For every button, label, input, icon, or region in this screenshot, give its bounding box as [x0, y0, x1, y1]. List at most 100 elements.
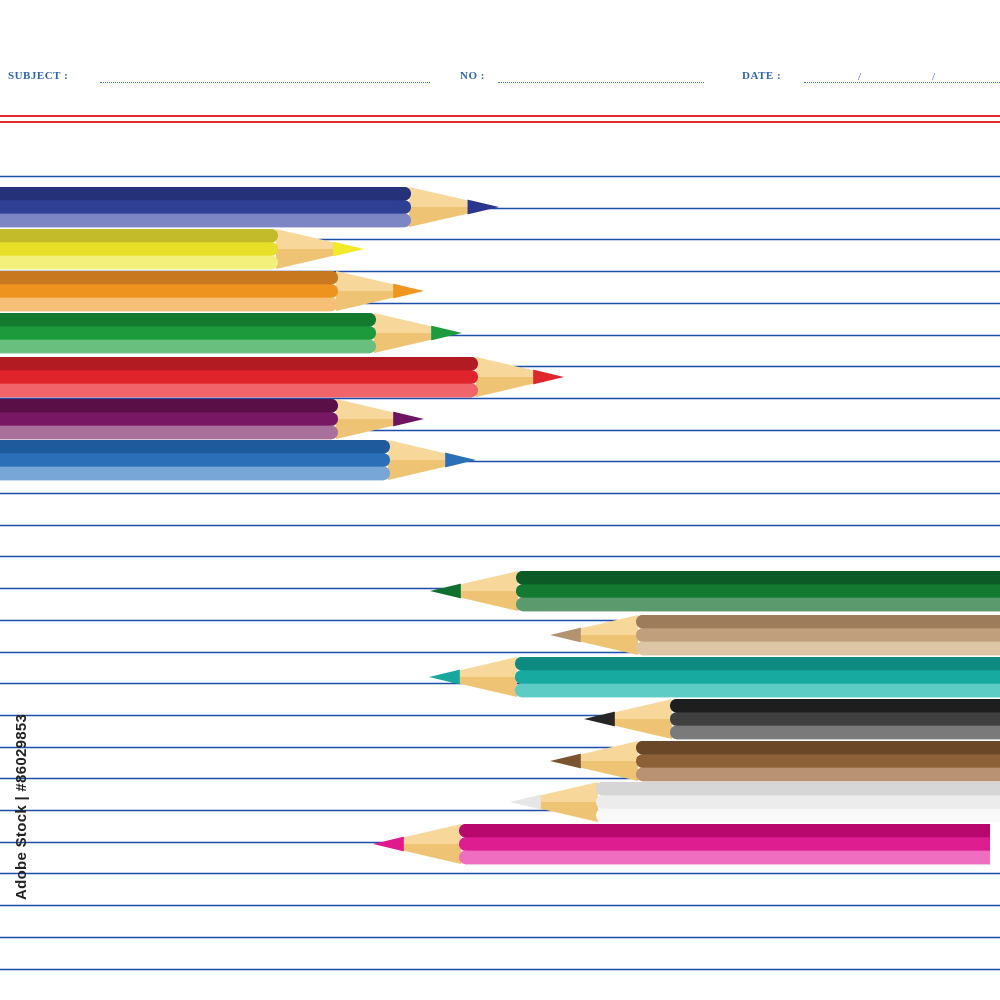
- pencil-stripe-end: [670, 712, 682, 726]
- right-pencil-pink: [373, 824, 1000, 865]
- date-separator-2: /: [932, 71, 936, 83]
- pencil-stripe-end: [596, 795, 608, 809]
- no-field[interactable]: [498, 82, 704, 83]
- pencil-body-stripe: [642, 641, 1000, 656]
- pencil-body-stripe: [642, 615, 1000, 629]
- header-margin-line-bottom: [0, 121, 1000, 123]
- pencil-stripe-end: [516, 597, 528, 611]
- pencil-body-stripe: [0, 370, 472, 385]
- pencil-stripe-end: [466, 370, 478, 384]
- pencil-body-stripe: [0, 383, 472, 398]
- subject-label: SUBJECT :: [8, 70, 69, 82]
- left-pencil-red: [0, 357, 564, 398]
- pink-pencil-end: [990, 824, 1000, 865]
- right-pencil-teal: [429, 657, 1000, 698]
- pencil-body-stripe: [0, 284, 332, 299]
- pencil-body-stripe: [676, 712, 1000, 727]
- pencil-stripe-end: [399, 213, 411, 227]
- pencil-stripe-end: [326, 399, 338, 413]
- pencil-stripe-end: [399, 187, 411, 201]
- pencil-body-stripe: [0, 453, 384, 468]
- pencil-body-stripe: [0, 200, 405, 215]
- subject-field[interactable]: [100, 82, 430, 83]
- pencil-body-stripe: [0, 466, 384, 481]
- pencil-body-stripe: [0, 271, 332, 285]
- pencil-body-stripe: [522, 571, 1000, 585]
- pencil-body-stripe: [521, 683, 1000, 698]
- pencil-stripe-end: [266, 255, 278, 269]
- pencil-lead-tip: [550, 627, 581, 643]
- pencil-body-stripe: [0, 440, 384, 454]
- pencil-stripe-end: [266, 229, 278, 243]
- pencil-body-stripe: [642, 767, 1000, 782]
- pencil-stripe-end: [378, 440, 390, 454]
- pencil-stripe-end: [466, 357, 478, 371]
- page-header: SUBJECT : NO : DATE : / /: [0, 70, 1000, 90]
- pencil-body-stripe: [642, 754, 1000, 769]
- pencil-end-gap: [990, 824, 1000, 865]
- pencil-stripe-end: [670, 725, 682, 739]
- pencil-stripe-end: [636, 754, 648, 768]
- pencil-body-stripe: [0, 313, 370, 327]
- pencil-lead-tip: [393, 283, 424, 299]
- pencil-stripe-end: [636, 767, 648, 781]
- pencil-body-stripe: [521, 657, 1000, 671]
- pencil-lead-tip: [333, 241, 364, 257]
- pencil-lead-tip: [533, 369, 564, 385]
- pencil-stripe-end: [636, 741, 648, 755]
- pencil-stripe-end: [326, 297, 338, 312]
- right-pencil-tan: [550, 615, 1000, 656]
- pencil-stripe-end: [459, 850, 471, 864]
- right-pencil-white: [510, 782, 1000, 823]
- pencil-body-stripe: [0, 187, 405, 201]
- pencil-lead-tip: [445, 452, 476, 468]
- pencil-body-stripe: [0, 255, 272, 270]
- date-field[interactable]: [804, 82, 1000, 83]
- pencil-body-stripe: [521, 670, 1000, 685]
- pencil-body-stripe: [0, 242, 272, 257]
- pencil-stripe-end: [515, 683, 527, 697]
- pencil-stripe-end: [596, 782, 608, 796]
- pencil-body-stripe: [522, 597, 1000, 612]
- stock-id-text: Adobe Stock | #86029853: [13, 713, 30, 900]
- pencil-body-stripe: [0, 297, 332, 312]
- pencil-stripe-end: [399, 200, 411, 214]
- pencil-lead-tip: [373, 836, 404, 852]
- pencil-body-stripe: [602, 808, 1000, 823]
- pencil-body-stripe: [465, 837, 1000, 852]
- pencil-stripe-end: [378, 453, 390, 467]
- pencil-lead-tip: [467, 199, 499, 215]
- pencil-stripe-end: [266, 242, 278, 256]
- date-label: DATE :: [742, 70, 782, 82]
- pencil-body-stripe: [0, 213, 405, 228]
- pencil-body-stripe: [0, 399, 332, 413]
- pencil-body-stripe: [465, 824, 1000, 838]
- left-pencil-green: [0, 313, 462, 354]
- pencil-body-stripe: [602, 795, 1000, 810]
- pencil-lead-tip: [584, 711, 615, 727]
- pencil-stripe-end: [636, 628, 648, 642]
- pencil-body-stripe: [0, 326, 370, 341]
- pencil-stripe-end: [515, 657, 527, 671]
- pencil-stripe-end: [326, 271, 338, 285]
- pencil-stripe-end: [364, 339, 376, 354]
- pencil-lead-tip: [431, 325, 462, 341]
- pencil-body-stripe: [0, 412, 332, 427]
- pencil-body-stripe: [676, 725, 1000, 740]
- left-pencil-orange: [0, 271, 424, 312]
- pencil-lead-tip: [429, 669, 460, 685]
- right-pencil-black: [584, 699, 1000, 740]
- header-margin-line-top: [0, 115, 1000, 117]
- pencil-stripe-end: [636, 615, 648, 629]
- pencil-stripe-end: [515, 670, 527, 684]
- pencil-body-stripe: [642, 628, 1000, 643]
- pencil-stripe-end: [516, 571, 528, 585]
- left-pencil-navy: [0, 187, 499, 228]
- pencil-stripe-end: [326, 412, 338, 426]
- pencil-stripe-end: [596, 808, 608, 822]
- pencil-lead-tip: [430, 583, 461, 599]
- pencil-stripe-end: [459, 824, 471, 838]
- left-pencil-purple: [0, 399, 424, 440]
